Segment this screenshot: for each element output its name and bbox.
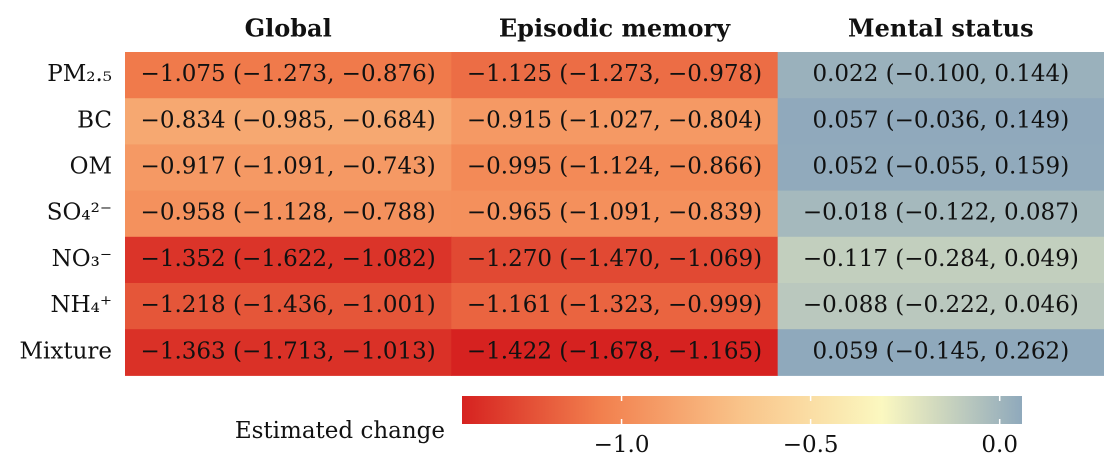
row-label: Mixture bbox=[19, 338, 112, 364]
cell bbox=[777, 190, 1104, 238]
cell bbox=[777, 236, 1104, 284]
cell bbox=[125, 283, 452, 330]
column-header: Episodic memory bbox=[499, 14, 731, 43]
cell-label: 0.022 (−0.100, 0.144) bbox=[812, 61, 1069, 87]
cell-label: −0.834 (−0.985, −0.684) bbox=[141, 107, 436, 133]
row-label: BC bbox=[77, 107, 112, 133]
cell-label: −0.958 (−1.128, −0.788) bbox=[141, 200, 436, 226]
cell bbox=[125, 236, 452, 284]
cell-label: −1.352 (−1.622, −1.082) bbox=[141, 246, 436, 272]
row-label: NO₃⁻ bbox=[52, 246, 112, 272]
colorbar-label: Estimated change bbox=[235, 418, 445, 444]
cell-label: 0.057 (−0.036, 0.149) bbox=[812, 107, 1069, 133]
cell bbox=[777, 283, 1104, 330]
cell-label: −1.161 (−1.323, −0.999) bbox=[467, 292, 762, 318]
cell bbox=[451, 52, 779, 99]
cell-label: 0.059 (−0.145, 0.262) bbox=[812, 338, 1069, 364]
cell-label: 0.052 (−0.055, 0.159) bbox=[812, 154, 1069, 180]
cell bbox=[777, 144, 1104, 192]
cell-label: −1.422 (−1.678, −1.165) bbox=[467, 338, 762, 364]
cell-label: −0.018 (−0.122, 0.087) bbox=[803, 200, 1079, 226]
row-label: OM bbox=[70, 154, 112, 180]
row-label: NH₄⁺ bbox=[50, 292, 112, 318]
colorbar-tick-label: 0.0 bbox=[981, 432, 1018, 458]
cell-label: −1.363 (−1.713, −1.013) bbox=[141, 338, 436, 364]
column-header: Global bbox=[245, 14, 332, 43]
cell bbox=[125, 52, 452, 99]
cell-label: −1.075 (−1.273, −0.876) bbox=[141, 61, 436, 87]
cell bbox=[451, 329, 779, 376]
colorbar bbox=[462, 396, 1022, 424]
colorbar-tick-label: −1.0 bbox=[594, 432, 650, 458]
cell bbox=[777, 329, 1104, 376]
cell-label: −0.995 (−1.124, −0.866) bbox=[467, 154, 762, 180]
cell bbox=[125, 329, 452, 376]
cell bbox=[451, 144, 779, 192]
cell-label: −1.270 (−1.470, −1.069) bbox=[467, 246, 762, 272]
row-label: PM₂.₅ bbox=[47, 61, 112, 87]
cell bbox=[451, 283, 779, 330]
cell-label: −0.117 (−0.284, 0.049) bbox=[803, 246, 1079, 272]
cell bbox=[451, 98, 779, 145]
cell-label: −0.915 (−1.027, −0.804) bbox=[467, 107, 762, 133]
cell-label: −0.965 (−1.091, −0.839) bbox=[467, 200, 762, 226]
cell bbox=[777, 52, 1104, 99]
cell bbox=[125, 98, 452, 145]
column-header: Mental status bbox=[848, 14, 1034, 43]
row-label: SO₄²⁻ bbox=[47, 200, 112, 226]
cell-label: −0.088 (−0.222, 0.046) bbox=[803, 292, 1079, 318]
cell bbox=[125, 190, 452, 238]
cell bbox=[451, 236, 779, 284]
colorbar-tick-label: −0.5 bbox=[783, 432, 839, 458]
cell-label: −1.125 (−1.273, −0.978) bbox=[467, 61, 762, 87]
cell bbox=[125, 144, 452, 192]
cell bbox=[451, 190, 779, 238]
cell-label: −1.218 (−1.436, −1.001) bbox=[141, 292, 436, 318]
cell-label: −0.917 (−1.091, −0.743) bbox=[141, 154, 436, 180]
cell bbox=[777, 98, 1104, 145]
